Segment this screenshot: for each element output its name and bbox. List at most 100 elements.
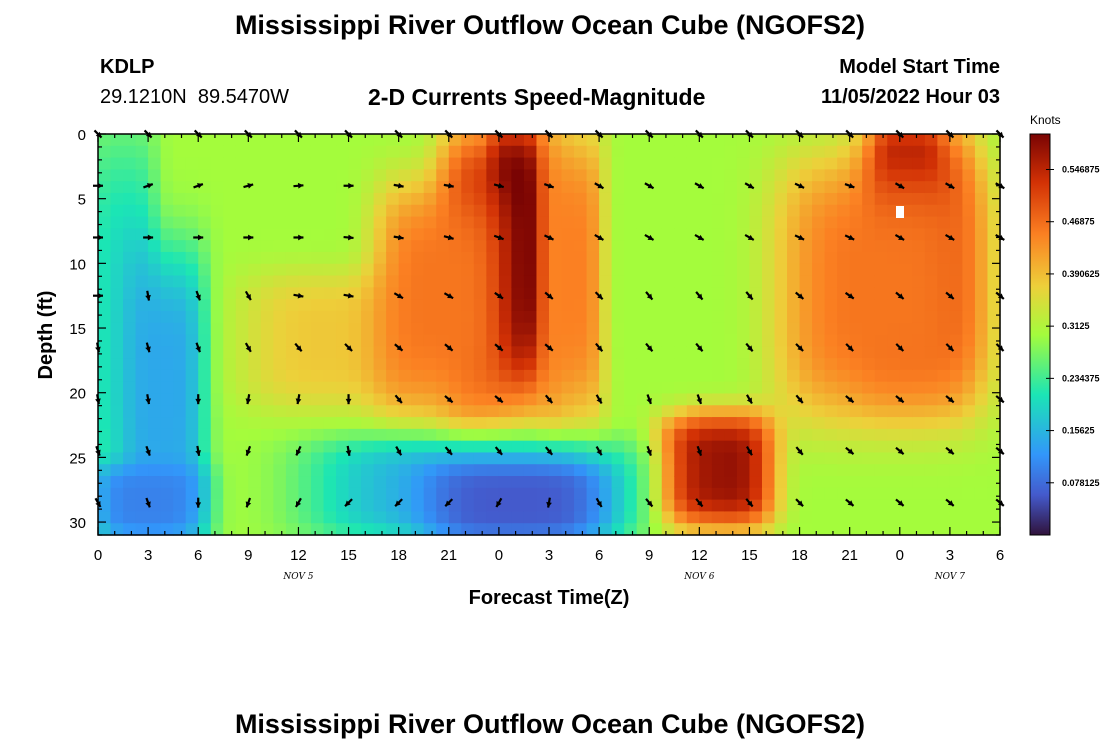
heatmap-cell — [173, 240, 187, 253]
heatmap-cell — [987, 358, 1001, 371]
heatmap-cell — [674, 287, 688, 300]
heatmap-cell — [210, 487, 224, 501]
heatmap-cell — [185, 523, 199, 536]
heatmap-cell — [98, 381, 112, 395]
heatmap-cell — [473, 405, 487, 418]
heatmap-cell — [323, 263, 337, 277]
max-marker — [896, 206, 904, 218]
heatmap-cell — [549, 263, 563, 277]
heatmap-cell — [461, 464, 475, 477]
heatmap-cell — [899, 417, 913, 430]
heatmap-cell — [674, 334, 688, 347]
heatmap-cell — [411, 204, 425, 218]
heatmap-cell — [198, 381, 212, 395]
heatmap-cell — [561, 275, 575, 288]
current-vector — [443, 234, 454, 241]
heatmap-cell — [962, 251, 976, 265]
heatmap-cell — [724, 393, 738, 406]
heatmap-cell — [899, 275, 913, 288]
heatmap-cell — [273, 487, 287, 501]
heatmap-cell — [874, 476, 888, 489]
heatmap-cell — [386, 169, 400, 182]
heatmap-cell — [436, 476, 450, 489]
heatmap-cell — [636, 487, 650, 501]
heatmap-cell — [498, 251, 513, 265]
heatmap-cell — [336, 287, 350, 300]
heatmap-cell — [849, 405, 863, 418]
heatmap-cell — [799, 310, 813, 324]
heatmap-cell — [761, 216, 776, 229]
heatmap-cell — [962, 511, 976, 524]
heatmap-cell — [549, 452, 563, 465]
heatmap-cell — [987, 251, 1001, 265]
heatmap-cell — [962, 287, 976, 300]
heatmap-cell — [874, 310, 888, 324]
heatmap-cell — [624, 346, 638, 359]
heatmap-cell — [411, 251, 425, 265]
current-vector — [494, 291, 504, 300]
heatmap-cell — [260, 275, 274, 288]
heatmap-cell — [849, 428, 863, 442]
heatmap-cell — [473, 275, 487, 288]
current-vector — [344, 343, 353, 352]
heatmap-cell — [599, 299, 613, 312]
heatmap-cell — [436, 499, 450, 513]
heatmap-cell — [561, 157, 575, 170]
heatmap-cell — [486, 428, 500, 442]
heatmap-cell — [611, 369, 625, 383]
heatmap-cell — [185, 334, 199, 347]
heatmap-cell — [837, 476, 851, 489]
heatmap-cell — [523, 334, 538, 347]
heatmap-cell — [899, 322, 913, 336]
heatmap-cell — [561, 299, 575, 312]
heatmap-cell — [411, 393, 425, 406]
heatmap-cell — [260, 287, 274, 300]
heatmap-cell — [674, 192, 688, 206]
heatmap-cell — [661, 228, 675, 241]
heatmap-cell — [461, 499, 475, 513]
heatmap-cell — [185, 145, 199, 159]
heatmap-cell — [912, 523, 926, 536]
heatmap-cell — [498, 157, 513, 170]
heatmap-cell — [649, 428, 663, 442]
heatmap-cell — [298, 417, 312, 430]
heatmap-cell — [937, 287, 951, 300]
heatmap-cell — [185, 417, 199, 430]
heatmap-cell — [549, 157, 563, 170]
heatmap-cell — [323, 299, 337, 312]
heatmap-cell — [611, 251, 625, 265]
colorbar-gradient — [1029, 133, 1051, 536]
heatmap-cell — [436, 169, 450, 182]
heatmap-cell — [273, 452, 287, 465]
heatmap-cell — [273, 310, 287, 324]
heatmap-cell — [912, 299, 926, 312]
heatmap-cell — [436, 322, 450, 336]
heatmap-cell — [448, 417, 462, 430]
heatmap-cell — [849, 499, 863, 513]
heatmap-cell — [636, 145, 650, 159]
heatmap-cell — [649, 523, 663, 536]
heatmap-cell — [549, 322, 563, 336]
heatmap-cell — [824, 381, 838, 395]
heatmap-cell — [799, 428, 813, 442]
heatmap-cell — [686, 381, 700, 395]
heatmap-cell — [586, 299, 600, 312]
heatmap-cell — [436, 464, 450, 477]
heatmap-cell — [799, 405, 813, 418]
heatmap-cell — [962, 204, 976, 218]
heatmap-cell — [185, 204, 199, 218]
heatmap-cell — [323, 346, 337, 359]
heatmap-cell — [298, 299, 312, 312]
heatmap-cell — [536, 299, 550, 312]
current-vector — [595, 342, 604, 352]
heatmap-cell — [812, 263, 826, 277]
heatmap-cell — [837, 134, 851, 147]
heatmap-cell — [824, 216, 838, 229]
heatmap-cell — [812, 428, 826, 442]
heatmap-cell — [536, 499, 550, 513]
heatmap-cell — [774, 464, 788, 477]
heatmap-cell — [599, 145, 613, 159]
heatmap-cell — [160, 405, 174, 418]
heatmap-cell — [123, 169, 137, 182]
heatmap-cell — [123, 334, 137, 347]
